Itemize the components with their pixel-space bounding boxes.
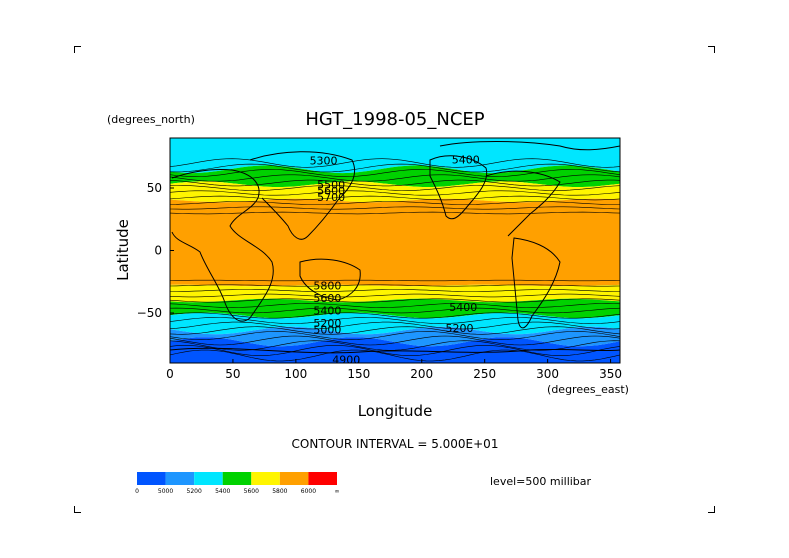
chart-title: HGT_1998-05_NCEP: [305, 109, 484, 130]
contour-line: [170, 169, 620, 177]
colorbar-label: ∞: [335, 488, 340, 495]
contour-value-label: 5200: [313, 317, 341, 330]
contour-band-1: [170, 165, 620, 188]
colorbar-swatch: [251, 472, 280, 485]
x-tick-label: 150: [347, 367, 370, 381]
contour-line: [170, 174, 620, 182]
contour-value-label: 5300: [310, 155, 338, 168]
contour-line: [170, 335, 620, 346]
contour-band-6: [170, 312, 620, 335]
colorbar-label: 5800: [272, 488, 287, 495]
contour-value-label: 5200: [446, 322, 474, 335]
contour-value-label: 5700: [317, 191, 345, 204]
x-tick-label: 0: [166, 367, 174, 381]
y-axis-label: Latitude: [114, 219, 132, 281]
contour-line: [170, 158, 620, 168]
contour-line: [170, 349, 620, 362]
contour-line: [170, 163, 620, 173]
colorbar-swatch: [279, 472, 309, 485]
colorbar-label: 6000: [301, 488, 316, 495]
colorbar-label: 5600: [244, 488, 259, 495]
x-tick-label: 300: [536, 367, 559, 381]
contour-line: [170, 340, 620, 351]
colorbar-swatch: [194, 472, 223, 485]
contour-line: [170, 331, 620, 340]
corner-mark-top-right: [708, 46, 715, 53]
contour-line: [170, 279, 620, 282]
colorbar-swatch: [137, 472, 166, 485]
contour-line: [170, 195, 620, 201]
contour-band-3: [170, 198, 620, 287]
x-units-label: (degrees_east): [547, 383, 629, 396]
x-axis-label: Longitude: [358, 402, 433, 420]
y-tick-label: 50: [147, 181, 162, 195]
corner-mark-bottom-right: [708, 506, 715, 513]
colorbar-swatch: [222, 472, 252, 485]
corner-mark-top-left: [74, 46, 81, 53]
contour-band-0: [170, 138, 620, 174]
contour-line: [170, 185, 620, 191]
contour-line: [170, 303, 620, 308]
contour-value-label: 4900: [332, 353, 360, 366]
contour-line: [170, 284, 620, 287]
coastlines: [170, 141, 620, 354]
colorbar-label: 5200: [187, 488, 202, 495]
contour-line: [170, 345, 620, 356]
contour-line: [170, 289, 620, 292]
contour-line: [170, 312, 620, 319]
y-units-label: (degrees_north): [107, 113, 195, 126]
x-tick-label: 50: [225, 367, 240, 381]
x-tick-label: 200: [410, 367, 433, 381]
contour-lines: [170, 158, 620, 362]
contour-line: [170, 211, 620, 215]
y-tick-label: −50: [137, 306, 162, 320]
contour-interval-text: CONTOUR INTERVAL = 5.000E+01: [292, 437, 499, 451]
x-tick-label: 250: [473, 367, 496, 381]
level-text: level=500 millibar: [490, 475, 592, 488]
contour-line: [170, 326, 620, 335]
contour-line: [170, 298, 620, 303]
contour-line: [170, 206, 620, 210]
contour-line: [170, 179, 620, 187]
contour-line: [170, 307, 620, 314]
colorbar-label: 0: [135, 488, 139, 495]
contour-band-5: [170, 298, 620, 319]
corner-mark-bottom-left: [74, 506, 81, 513]
x-tick-label: 100: [284, 367, 307, 381]
colorbar: 0 5000 5200 5400 5600 5800 6000 ∞: [135, 472, 340, 495]
y-tick-label: 0: [154, 244, 162, 258]
colorbar-label: 5400: [215, 488, 230, 495]
x-tick-label: 350: [599, 367, 622, 381]
y-axis-ticks: 50 0 −50: [137, 181, 174, 320]
colorbar-swatch: [308, 472, 337, 485]
colorbar-label: 5000: [158, 488, 173, 495]
x-axis-ticks: 0 50 100 150 200 250 300 350: [166, 359, 622, 381]
colorbar-swatch: [165, 472, 195, 485]
contour-line: [170, 293, 620, 298]
contour-line: [170, 201, 620, 205]
contour-band-4: [170, 284, 620, 303]
contour-value-label: 5400: [449, 301, 477, 314]
contour-value-label: 5600: [317, 185, 345, 198]
contour-value-label: 5400: [452, 153, 480, 166]
contour-line: [170, 321, 620, 330]
contour-value-labels: 5300 540055005600570058005600540052005000…: [310, 153, 480, 366]
contour-value-label: 5400: [313, 305, 341, 318]
contour-value-label: 5500: [317, 178, 345, 191]
contour-line: [170, 317, 620, 324]
contour-value-label: 5800: [313, 280, 341, 293]
contour-value-label: 5000: [313, 323, 341, 336]
contour-value-label: 5600: [313, 292, 341, 305]
contour-line: [170, 190, 620, 196]
